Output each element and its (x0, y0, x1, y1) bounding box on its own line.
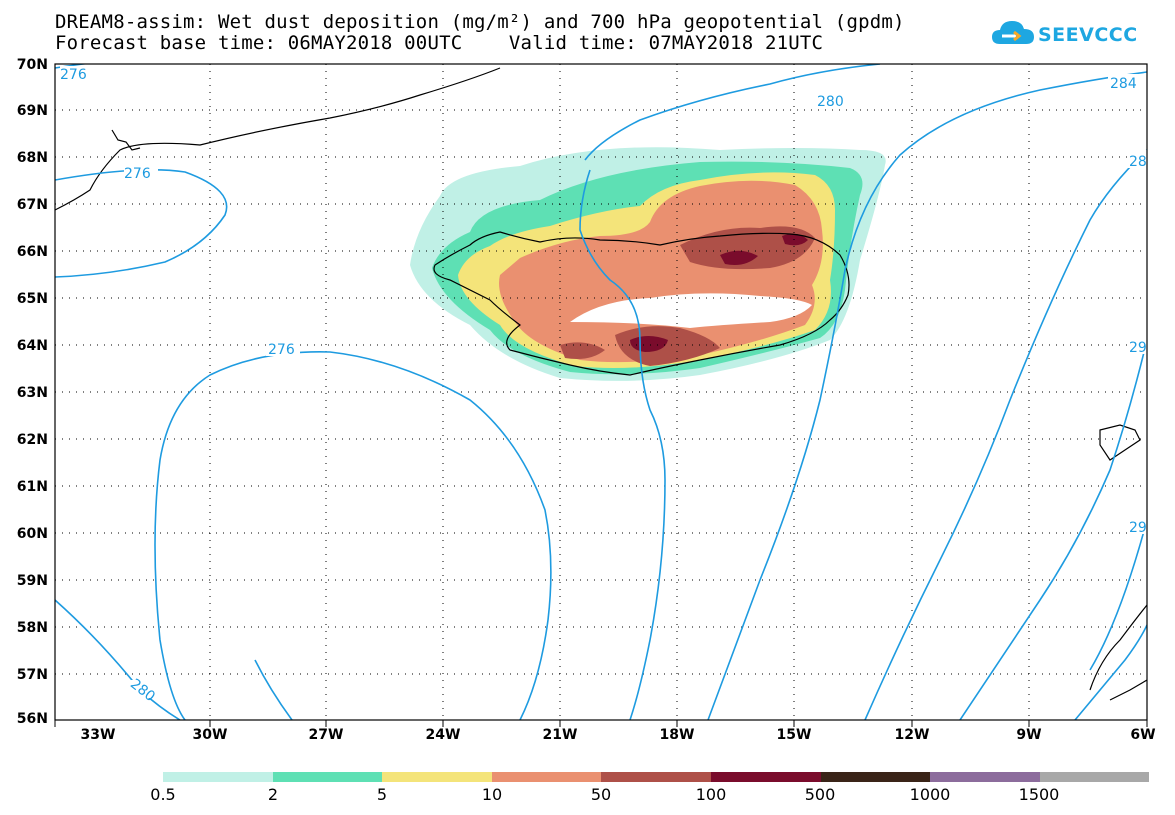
map-subtitle: Forecast base time: 06MAY2018 00UTC Vali… (55, 32, 824, 54)
logo-text: SEEVCCC (1038, 24, 1138, 46)
contour-label: 276 (124, 166, 151, 182)
lat-label: 62N (16, 432, 48, 448)
lon-label: 27W (308, 727, 344, 743)
lon-label: 6W (1130, 727, 1156, 743)
lat-label: 69N (16, 103, 48, 119)
lat-label: 64N (16, 338, 48, 354)
axis-ticks (54, 720, 1148, 727)
colorbar-label: 1500 (1018, 785, 1060, 804)
lat-label: 59N (16, 573, 48, 589)
contour-label: 29 (1129, 340, 1147, 356)
colorbar-swatch (491, 772, 602, 782)
colorbar-swatch (272, 772, 383, 782)
colorbar-swatch (930, 772, 1040, 782)
colorbar-swatch (163, 772, 273, 782)
lat-label: 65N (16, 291, 48, 307)
contour-label: 28 (1129, 154, 1147, 170)
lat-label: 70N (16, 57, 48, 73)
contour-label: 276 (60, 67, 87, 83)
lat-label: 56N (16, 711, 48, 727)
lat-label: 63N (16, 385, 48, 401)
seevccc-logo: SEEVCCC (990, 14, 1137, 58)
map-frame (54, 63, 1148, 721)
lat-label: 58N (16, 620, 48, 636)
lat-label: 57N (16, 667, 48, 683)
colorbar-label: 2 (267, 785, 279, 804)
lat-label: 60N (16, 526, 48, 542)
dust-deposition-field (410, 147, 886, 381)
colorbar-label: 5 (376, 785, 388, 804)
colorbar-swatch (382, 772, 492, 782)
colorbar (163, 772, 1150, 782)
lon-label: 30W (192, 727, 228, 743)
lat-label: 67N (16, 197, 48, 213)
colorbar-swatch (601, 772, 711, 782)
contour-label: 284 (1110, 76, 1137, 92)
contour-label: 276 (268, 342, 295, 358)
colorbar-label: 1000 (909, 785, 951, 804)
colorbar-swatch (820, 772, 931, 782)
colorbar-label: 50 (590, 785, 612, 804)
lon-label: 24W (425, 727, 461, 743)
lon-label: 33W (80, 727, 116, 743)
graticule (54, 64, 1147, 720)
lat-label: 61N (16, 479, 48, 495)
cloud-arrow-icon (992, 21, 1034, 44)
lon-label: 21W (542, 727, 578, 743)
lon-label: 15W (776, 727, 812, 743)
lat-label: 66N (16, 244, 48, 260)
colorbar-swatch (1039, 772, 1150, 782)
lat-label: 68N (16, 150, 48, 166)
contour-label: 29 (1129, 520, 1147, 536)
colorbar-label: 100 (695, 785, 727, 804)
lon-label: 9W (1016, 727, 1042, 743)
colorbar-label: 10 (481, 785, 503, 804)
colorbar-swatch (710, 772, 821, 782)
contour-label-layer: 276 276 276 280 280 284 28 29 29 (60, 66, 1147, 705)
coastlines (55, 67, 1147, 701)
map-title: DREAM8-assim: Wet dust deposition (mg/m²… (55, 11, 905, 33)
lon-label: 18W (659, 727, 695, 743)
colorbar-label: 500 (804, 785, 836, 804)
lon-label: 12W (894, 727, 930, 743)
colorbar-label: 0.5 (150, 785, 176, 804)
contour-label: 280 (817, 94, 844, 110)
